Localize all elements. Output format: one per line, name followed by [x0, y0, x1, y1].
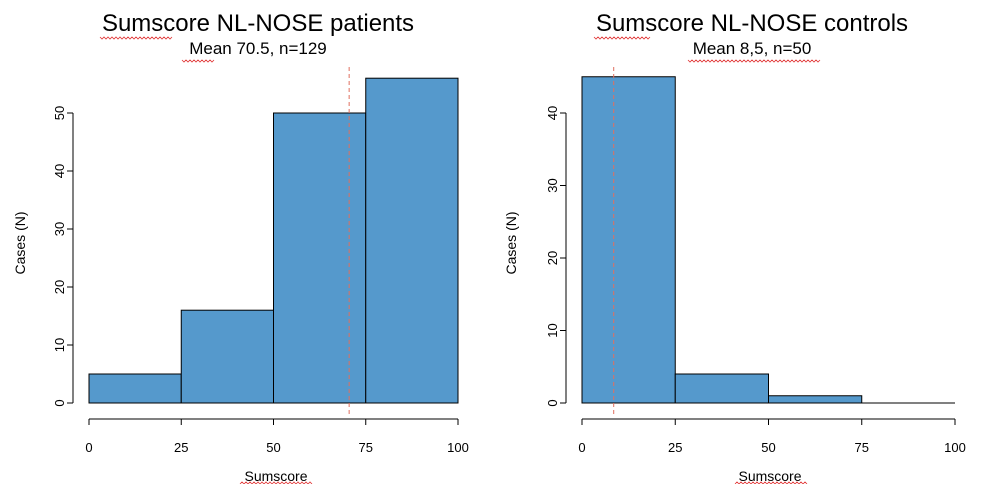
x-tick-label: 100	[944, 440, 966, 455]
y-tick-label: 10	[52, 338, 67, 352]
x-tick-label: 50	[266, 440, 280, 455]
histogram-controls: Sumscore NL-NOSE controls Mean 8,5, n=50…	[503, 10, 966, 484]
histogram-bar	[88, 373, 182, 404]
spellcheck-underline	[181, 59, 215, 63]
y-tick-label: 30	[545, 178, 560, 192]
y-axis-label: Cases (N)	[503, 211, 519, 274]
chart-title: Sumscore NL-NOSE patients	[102, 10, 414, 37]
histogram-bar	[768, 395, 863, 404]
x-tick-label: 50	[761, 440, 775, 455]
x-tick-label: 25	[668, 440, 682, 455]
y-axis-label: Cases (N)	[12, 211, 28, 274]
chart-subtitle: Mean 70.5, n=129	[189, 39, 327, 58]
y-tick-label: 0	[545, 399, 560, 406]
spellcheck-underline	[687, 59, 821, 63]
y-tick-label: 40	[52, 164, 67, 178]
histogram-bar	[674, 373, 769, 404]
y-tick-label: 10	[545, 323, 560, 337]
x-tick-label: 25	[174, 440, 188, 455]
y-tick-label: 20	[545, 251, 560, 265]
spellcheck-underline	[99, 36, 173, 40]
histogram-bar	[581, 76, 676, 404]
y-tick-label: 40	[545, 106, 560, 120]
histogram-bar	[273, 112, 367, 404]
y-tick-label: 20	[52, 280, 67, 294]
x-tick-label: 75	[359, 440, 373, 455]
x-tick-label: 100	[447, 440, 469, 455]
histogram-patients: Sumscore NL-NOSE patients Mean 70.5, n=1…	[12, 10, 469, 484]
chart-title: Sumscore NL-NOSE controls	[596, 10, 908, 37]
y-tick-label: 50	[52, 106, 67, 120]
x-tick-label: 0	[578, 440, 585, 455]
histogram-bar	[180, 309, 274, 404]
x-tick-label: 0	[85, 440, 92, 455]
histogram-bar	[365, 77, 459, 404]
x-axis-label: Sumscore	[244, 468, 307, 484]
x-axis-label: Sumscore	[738, 468, 801, 484]
y-tick-label: 30	[52, 222, 67, 236]
x-tick-label: 75	[855, 440, 869, 455]
spellcheck-underline	[593, 36, 651, 40]
chart-subtitle: Mean 8,5, n=50	[693, 39, 812, 58]
y-tick-label: 0	[52, 399, 67, 406]
